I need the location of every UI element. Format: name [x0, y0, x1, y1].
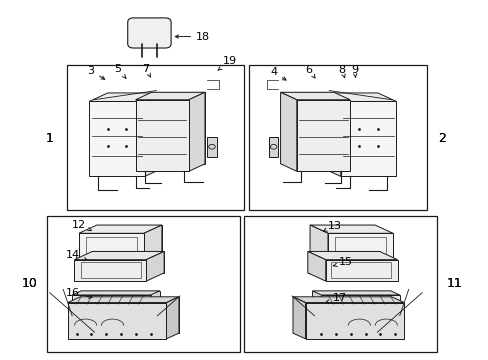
- Text: 11: 11: [446, 278, 461, 291]
- Text: 4: 4: [270, 67, 285, 80]
- FancyBboxPatch shape: [127, 18, 171, 48]
- Text: 1: 1: [45, 132, 53, 145]
- Polygon shape: [97, 225, 162, 253]
- Polygon shape: [79, 233, 143, 261]
- Text: 5: 5: [114, 64, 126, 78]
- Polygon shape: [268, 136, 278, 157]
- Polygon shape: [79, 225, 162, 233]
- Bar: [249, 65, 427, 211]
- Text: 13: 13: [323, 221, 341, 231]
- Polygon shape: [144, 93, 163, 176]
- Polygon shape: [74, 260, 146, 281]
- Polygon shape: [89, 102, 144, 176]
- Bar: [244, 216, 436, 352]
- Polygon shape: [307, 251, 397, 260]
- Text: 3: 3: [87, 66, 104, 79]
- Polygon shape: [89, 93, 163, 102]
- Polygon shape: [146, 251, 164, 281]
- Polygon shape: [280, 92, 333, 164]
- Polygon shape: [151, 92, 204, 164]
- Text: 19: 19: [217, 56, 237, 71]
- Polygon shape: [325, 260, 397, 281]
- Polygon shape: [107, 93, 163, 168]
- Text: 1: 1: [45, 132, 53, 145]
- Polygon shape: [135, 100, 188, 171]
- Polygon shape: [166, 297, 179, 339]
- Polygon shape: [67, 302, 166, 339]
- Polygon shape: [280, 92, 296, 171]
- Polygon shape: [292, 297, 404, 302]
- Polygon shape: [309, 225, 374, 253]
- Polygon shape: [280, 92, 349, 100]
- Text: 12: 12: [72, 220, 91, 231]
- Polygon shape: [143, 225, 162, 261]
- Text: 16: 16: [66, 288, 92, 298]
- Text: 18: 18: [175, 32, 210, 41]
- Text: 8: 8: [338, 64, 345, 78]
- Text: 9: 9: [350, 64, 358, 77]
- Polygon shape: [80, 297, 179, 333]
- Polygon shape: [292, 297, 305, 339]
- Polygon shape: [296, 100, 349, 171]
- Polygon shape: [309, 225, 392, 233]
- Polygon shape: [312, 291, 399, 295]
- Polygon shape: [81, 291, 159, 300]
- Polygon shape: [322, 93, 396, 102]
- Text: 2: 2: [437, 132, 445, 145]
- Polygon shape: [312, 291, 390, 300]
- Polygon shape: [292, 297, 391, 333]
- Polygon shape: [305, 302, 404, 339]
- Polygon shape: [307, 251, 379, 273]
- Text: 10: 10: [22, 278, 38, 291]
- Polygon shape: [72, 295, 150, 304]
- Polygon shape: [135, 92, 204, 100]
- Polygon shape: [72, 291, 159, 295]
- Polygon shape: [327, 233, 392, 261]
- Text: 11: 11: [446, 278, 461, 291]
- Text: 14: 14: [66, 250, 87, 261]
- Polygon shape: [67, 297, 179, 302]
- Polygon shape: [307, 251, 325, 281]
- Polygon shape: [322, 93, 340, 176]
- Polygon shape: [92, 251, 164, 273]
- Text: 15: 15: [332, 257, 352, 267]
- Polygon shape: [188, 92, 204, 171]
- Bar: [66, 65, 244, 211]
- Text: 7: 7: [142, 64, 150, 77]
- Bar: [47, 216, 239, 352]
- Text: 2: 2: [437, 132, 445, 145]
- Polygon shape: [340, 102, 396, 176]
- Polygon shape: [74, 251, 164, 260]
- Text: 6: 6: [305, 64, 314, 78]
- Text: 17: 17: [325, 293, 346, 303]
- Polygon shape: [309, 225, 327, 261]
- Polygon shape: [207, 136, 216, 157]
- Polygon shape: [321, 295, 399, 304]
- Polygon shape: [322, 93, 377, 168]
- Text: 10: 10: [22, 278, 38, 291]
